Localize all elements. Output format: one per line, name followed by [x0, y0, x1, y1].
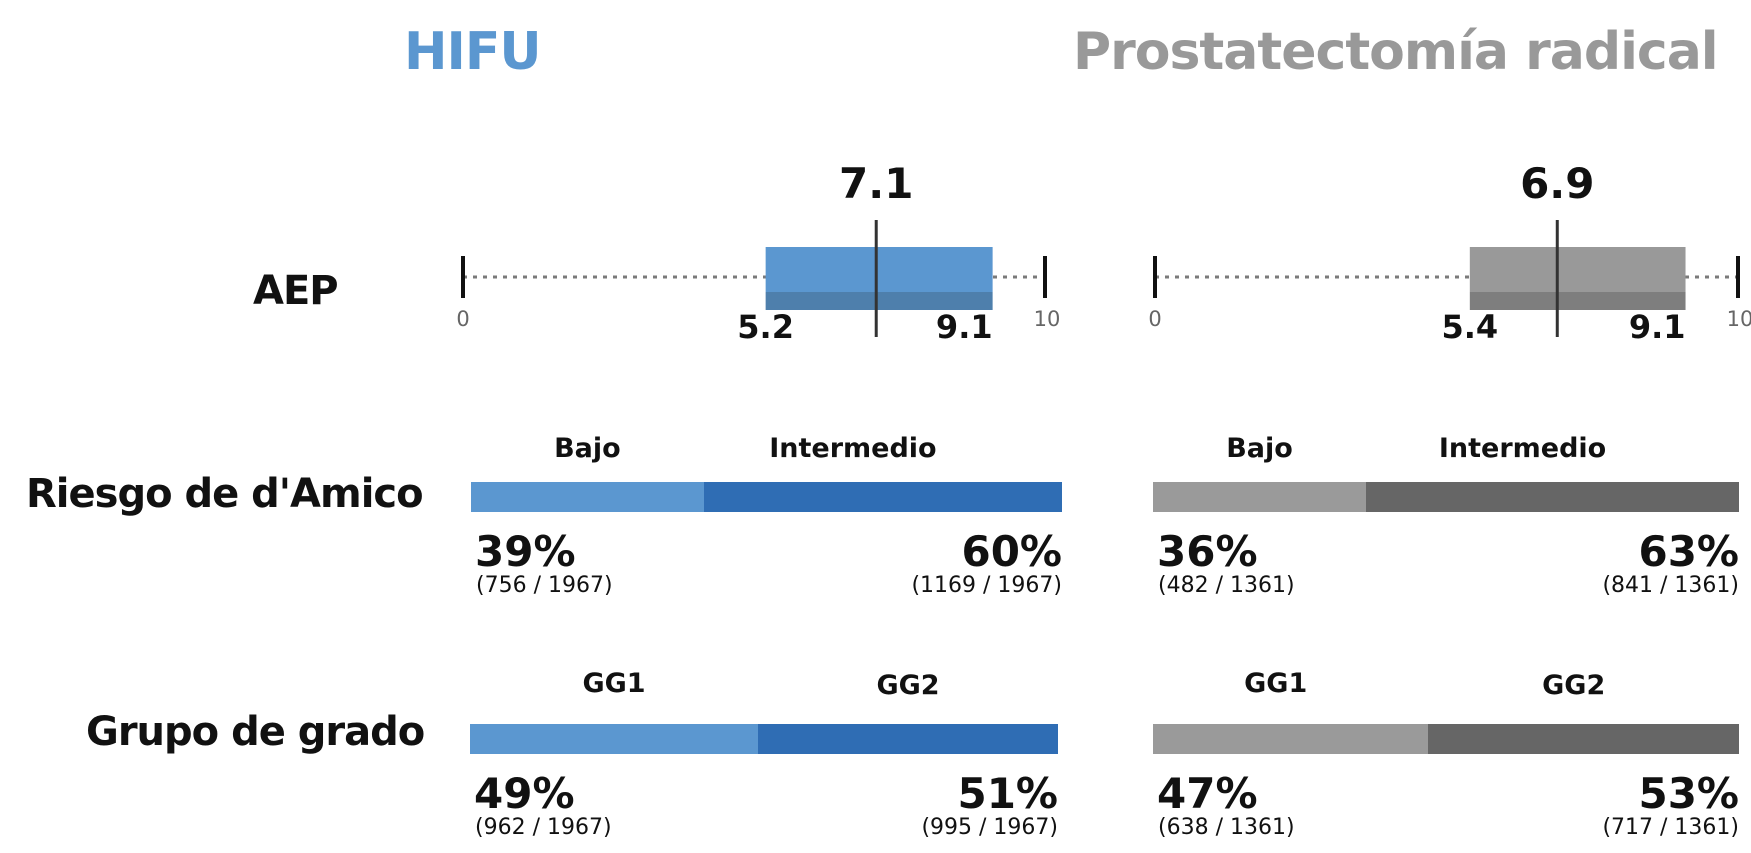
row-label-riesgo: Riesgo de d'Amico: [26, 471, 424, 517]
prostatectomy-title: Prostatectomía radical: [1073, 22, 1719, 82]
segment-count: (841 / 1361): [1602, 573, 1739, 598]
segment-percent: 60%: [961, 527, 1062, 576]
segment-count: (638 / 1361): [1158, 815, 1295, 840]
median-label: 7.1: [839, 159, 913, 208]
bar-segment-intermedio: [1366, 482, 1739, 512]
bar-segment-gg1: [470, 724, 759, 754]
segment-label-bajo: Bajo: [1226, 433, 1293, 464]
axis-min-label: 0: [456, 307, 469, 331]
stacked-bar: [1153, 724, 1739, 754]
aep-boxplot-prostatectomy: 6.9 5.4 9.1 0 10: [1148, 159, 1751, 346]
segment-percent: 36%: [1157, 527, 1258, 576]
segment-percent: 53%: [1638, 769, 1739, 818]
segment-count: (482 / 1361): [1158, 573, 1295, 598]
q1-label: 5.2: [737, 308, 794, 346]
grado-bar-prostatectomy: GG1 47% (638 / 1361) GG2 53% (717 / 1361): [1153, 668, 1739, 852]
axis-max-label: 10: [1727, 307, 1751, 331]
axis-max-label: 10: [1034, 307, 1061, 331]
box-upper: [765, 247, 993, 292]
segment-count: (995 / 1967): [921, 815, 1058, 840]
bar-segment-gg2: [1428, 724, 1739, 754]
median-label: 6.9: [1520, 159, 1594, 208]
segment-percent: 47%: [1157, 769, 1258, 818]
segment-percent: 39%: [475, 527, 576, 576]
bar-segment-gg1: [1153, 724, 1429, 754]
segment-label-gg2: GG2: [1542, 670, 1606, 701]
riesgo-bar-hifu: Bajo 39% (756 / 1967) Intermedio 60% (1169 / …: [471, 430, 1062, 610]
row-label-aep: AEP: [253, 268, 339, 314]
q3-label: 9.1: [936, 308, 993, 346]
bar-segment-bajo: [1153, 482, 1367, 512]
box-lower: [765, 292, 993, 310]
row-label-grado: Grupo de grado: [86, 709, 425, 755]
segment-count: (962 / 1967): [475, 815, 612, 840]
segment-label-intermedio: Intermedio: [769, 433, 937, 464]
segment-count: (756 / 1967): [476, 573, 613, 598]
riesgo-bar-prostatectomy: Bajo 36% (482 / 1361) Intermedio 63% (841 / 1…: [1153, 430, 1739, 610]
box-upper: [1469, 247, 1686, 292]
hifu-title: HIFU: [404, 22, 542, 82]
segment-count: (717 / 1361): [1602, 815, 1739, 840]
box-lower: [1469, 292, 1686, 310]
stacked-bar: [1153, 482, 1739, 512]
grado-bar-hifu: GG1 49% (962 / 1967) GG2 51% (995 / 1967): [470, 668, 1058, 852]
segment-percent: 49%: [474, 769, 575, 818]
bar-segment-intermedio: [703, 482, 1062, 512]
segment-label-bajo: Bajo: [554, 433, 621, 464]
segment-label-gg1: GG1: [1244, 668, 1308, 699]
bar-segment-bajo: [471, 482, 704, 512]
q1-label: 5.4: [1441, 308, 1498, 346]
bar-segment-gg2: [758, 724, 1058, 754]
segment-label-gg1: GG1: [582, 668, 646, 699]
segment-label-intermedio: Intermedio: [1438, 433, 1607, 464]
stacked-bar: [471, 482, 1062, 512]
segment-label-gg2: GG2: [876, 670, 940, 701]
q3-label: 9.1: [1629, 308, 1686, 346]
segment-percent: 63%: [1638, 527, 1739, 576]
aep-boxplot-hifu: 7.1 5.2 9.1 0 10: [456, 159, 1061, 346]
axis-min-label: 0: [1148, 307, 1161, 331]
segment-count: (1169 / 1967): [911, 573, 1062, 598]
segment-percent: 51%: [957, 769, 1058, 818]
stacked-bar: [470, 724, 1058, 754]
